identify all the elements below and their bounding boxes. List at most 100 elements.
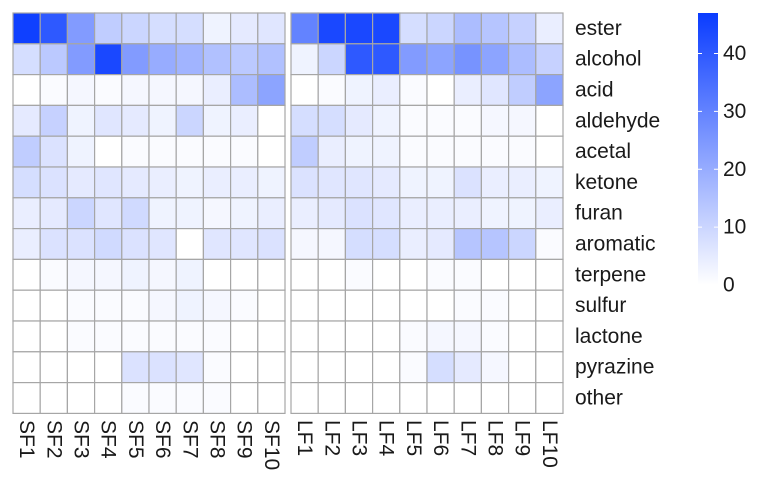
heatmap-cell <box>480 12 510 45</box>
heatmap-cell <box>230 12 259 45</box>
heatmap-cell <box>317 289 347 322</box>
heatmap-cell <box>508 135 537 168</box>
heatmap-cell <box>39 104 69 137</box>
heatmap-cell <box>12 289 41 322</box>
heatmap-cell <box>535 104 564 137</box>
heatmap-cell <box>480 289 510 322</box>
heatmap-cell <box>39 12 69 45</box>
heatmap-cell <box>344 228 374 261</box>
column-label: SF6 <box>151 420 174 459</box>
heatmap-cell <box>290 104 319 137</box>
heatmap-cell <box>175 351 204 384</box>
heatmap-cell <box>453 104 483 137</box>
heatmap-cell <box>317 12 347 45</box>
heatmap-cell <box>535 135 564 168</box>
heatmap-cell <box>453 289 483 322</box>
heatmap-cell <box>175 135 204 168</box>
row-label: furan <box>575 202 623 225</box>
heatmap-cell <box>399 135 428 168</box>
heatmap-cell <box>202 166 232 199</box>
heatmap-panel <box>12 12 286 415</box>
heatmap-cell <box>39 382 69 415</box>
column-label: LF3 <box>348 420 371 456</box>
heatmap-cell <box>399 197 428 230</box>
heatmap-cell <box>121 104 150 137</box>
heatmap-cell <box>508 197 537 230</box>
colorbar-tick-label: 30 <box>723 100 746 123</box>
heatmap-cell <box>230 104 259 137</box>
heatmap-cell <box>535 197 564 230</box>
heatmap-cell <box>121 166 150 199</box>
heatmap-cell <box>175 43 204 76</box>
heatmap-cell <box>290 258 319 291</box>
heatmap-cell <box>121 12 150 45</box>
heatmap-cell <box>93 12 123 45</box>
heatmap-cell <box>66 104 96 137</box>
heatmap-cell <box>426 228 455 261</box>
heatmap-cell <box>175 228 204 261</box>
heatmap-cell <box>93 320 123 353</box>
heatmap-cell <box>508 228 537 261</box>
heatmap-cell <box>372 289 401 322</box>
row-label: terpene <box>575 263 646 286</box>
heatmap-cell <box>399 320 428 353</box>
heatmap-cell <box>148 43 177 76</box>
heatmap-cell <box>453 135 483 168</box>
heatmap-cell <box>202 43 232 76</box>
heatmap-cell <box>508 289 537 322</box>
heatmap-cell <box>344 135 374 168</box>
heatmap-cell <box>93 351 123 384</box>
heatmap-cell <box>12 197 41 230</box>
heatmap-cell <box>66 166 96 199</box>
heatmap-cell <box>93 73 123 106</box>
heatmap-cell <box>39 135 69 168</box>
heatmap-cell <box>148 228 177 261</box>
heatmap-cell <box>399 289 428 322</box>
heatmap-cell <box>426 166 455 199</box>
heatmap-cell <box>344 258 374 291</box>
heatmap-cell <box>121 382 150 415</box>
heatmap-cell <box>290 135 319 168</box>
heatmap-cell <box>12 104 41 137</box>
column-label: LF8 <box>484 420 507 456</box>
column-label: SF3 <box>70 420 93 459</box>
heatmap-cell <box>230 135 259 168</box>
heatmap-cell <box>39 197 69 230</box>
heatmap-cell <box>148 135 177 168</box>
heatmap-cell <box>12 351 41 384</box>
column-label: SF2 <box>42 420 65 459</box>
heatmap-cell <box>344 12 374 45</box>
heatmap-cell <box>480 73 510 106</box>
heatmap-cell <box>453 166 483 199</box>
heatmap-cell <box>372 104 401 137</box>
column-labels: SF1 SF2 SF3 SF4 SF5 SF6 SF7 SF8 SF9 SF10 LF1 LF2 LF3… <box>15 420 561 470</box>
heatmap-cell <box>372 166 401 199</box>
heatmap-cell <box>148 166 177 199</box>
heatmap-cell <box>508 12 537 45</box>
heatmap-cell <box>39 289 69 322</box>
heatmap-cell <box>344 166 374 199</box>
heatmap-cell <box>66 289 96 322</box>
heatmap-cell <box>257 166 286 199</box>
heatmap-cell <box>453 228 483 261</box>
heatmap-cell <box>317 166 347 199</box>
row-label: other <box>575 387 623 410</box>
column-label: LF1 <box>293 420 316 456</box>
heatmap-cell <box>344 197 374 230</box>
heatmap-cell <box>66 43 96 76</box>
heatmap-cell <box>290 228 319 261</box>
heatmap-cell <box>426 258 455 291</box>
heatmap-cell <box>230 43 259 76</box>
heatmap-cell <box>66 135 96 168</box>
heatmap-cell <box>317 351 347 384</box>
column-label: SF7 <box>178 420 201 459</box>
heatmap-cell <box>372 228 401 261</box>
heatmap-cell <box>121 197 150 230</box>
row-label: alcohol <box>575 48 642 71</box>
heatmap-panel <box>290 12 564 415</box>
heatmap-cell <box>121 135 150 168</box>
heatmap-cell <box>480 351 510 384</box>
heatmap-cell <box>121 73 150 106</box>
colorbar-tick-label: 40 <box>723 42 746 65</box>
